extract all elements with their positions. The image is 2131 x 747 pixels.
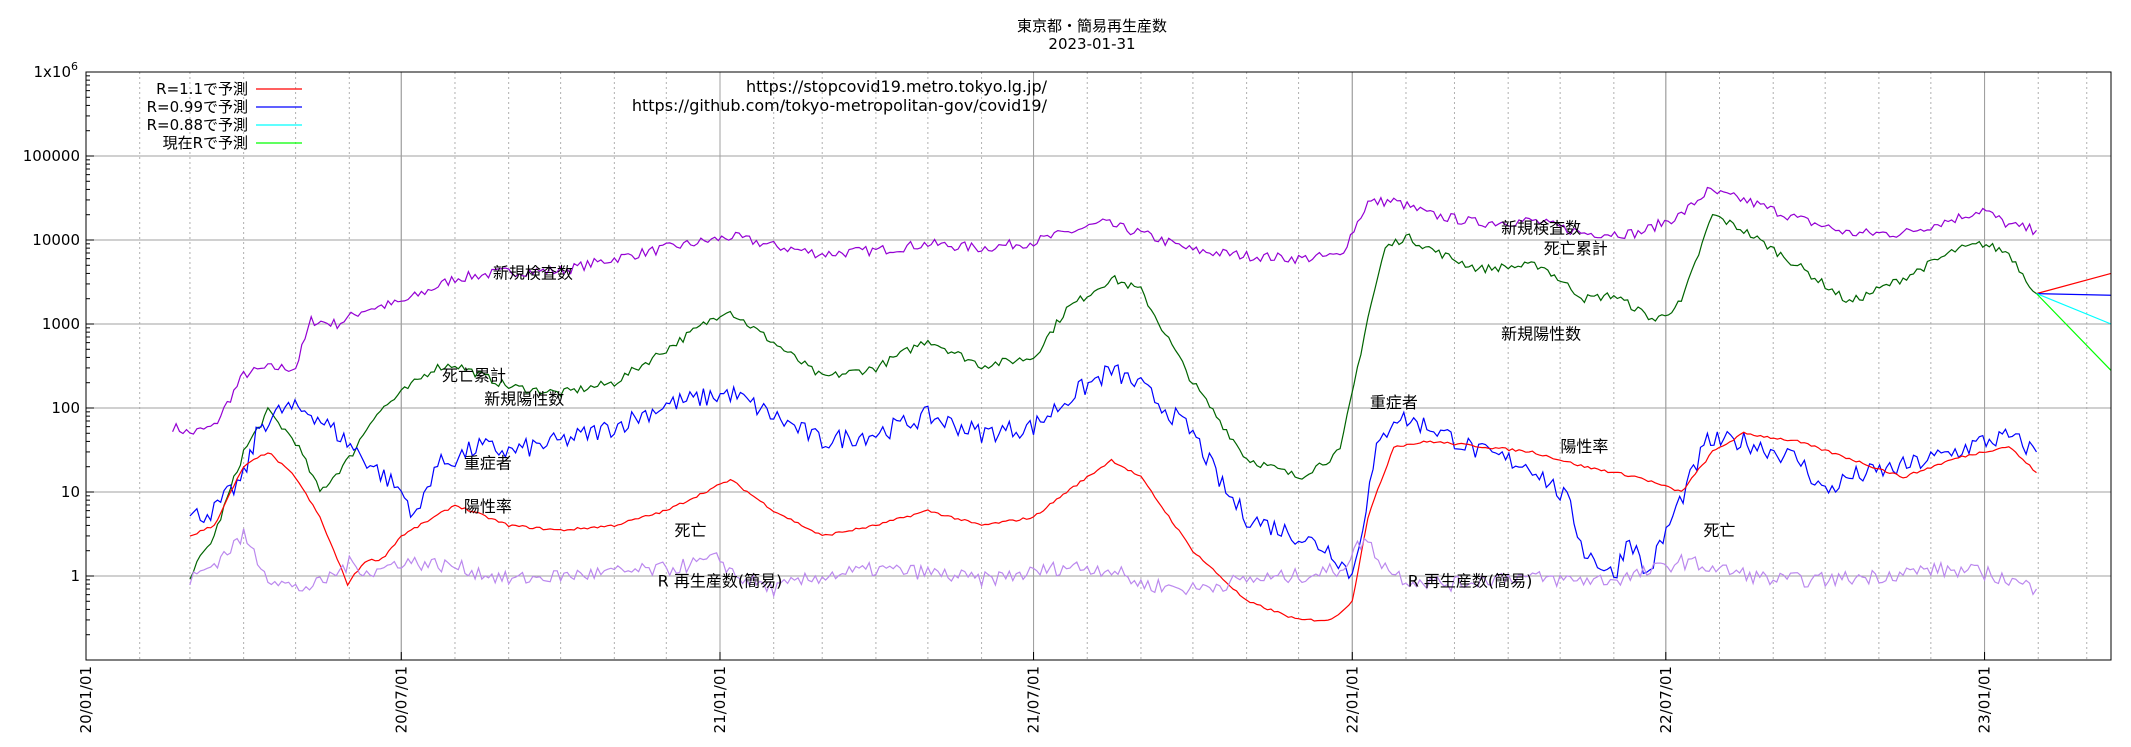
legend-label: R=1.1で予測	[156, 80, 248, 98]
series-line-tests	[172, 186, 2037, 435]
x-tick-label: 23/01/01	[1976, 666, 1994, 733]
series-label: 新規陽性数	[484, 390, 564, 409]
chart-subtitle: 2023-01-31	[1048, 35, 1135, 53]
series-label: 重症者	[464, 454, 512, 473]
x-tick-label: 21/07/01	[1025, 666, 1043, 733]
source-url: https://stopcovid19.metro.tokyo.lg.jp/	[746, 77, 1048, 96]
series-line-deaths_cum	[189, 213, 2037, 580]
series-label: 死亡	[675, 521, 707, 540]
chart-title: 東京都・簡易再生産数	[1017, 17, 1167, 35]
projection-line	[2036, 293, 2112, 371]
series-lines	[172, 186, 2038, 622]
series-label: 重症者	[1370, 393, 1418, 412]
series-label: 新規陽性数	[1501, 325, 1581, 344]
x-tick-label: 20/07/01	[392, 666, 410, 733]
y-tick-label: 1x106	[33, 60, 78, 81]
y-tick-label: 1000	[42, 315, 80, 333]
grid	[85, 72, 2111, 660]
x-tick-label: 22/07/01	[1657, 666, 1675, 733]
series-label: 死亡累計	[1544, 239, 1608, 258]
projection-line	[2036, 293, 2112, 296]
y-tick-label: 100	[51, 399, 80, 417]
source-urls: https://stopcovid19.metro.tokyo.lg.jp/ h…	[632, 77, 1048, 115]
y-tick-label: 1	[70, 567, 80, 585]
series-label: 陽性率	[1560, 437, 1608, 456]
legend-label: R=0.99で予測	[147, 98, 248, 116]
series-label: 陽性率	[464, 497, 512, 516]
legend-label: R=0.88で予測	[147, 116, 248, 134]
y-tick-label: 10	[61, 483, 80, 501]
axes: 1 10 100 1000 10000 100000 1x106 20/01/01 20/07/…	[23, 60, 2112, 733]
y-tick-label: 10000	[32, 231, 80, 249]
plot-frame	[85, 71, 2112, 661]
series-line-r_value	[189, 528, 2038, 599]
series-line-positivity	[189, 431, 2037, 622]
series-label: 死亡	[1704, 521, 1736, 540]
projection-line	[2036, 293, 2112, 325]
series-label: 死亡累計	[442, 366, 506, 385]
y-tick-label: 100000	[23, 147, 80, 165]
series-label: 新規検査数	[493, 263, 573, 282]
series-label: R 再生産数(簡易)	[1408, 571, 1533, 590]
projection-lines	[2036, 272, 2112, 371]
x-tick-label: 20/01/01	[77, 666, 95, 733]
legend-label: 現在Rで予測	[163, 134, 248, 152]
series-label: R 再生産数(簡易)	[658, 571, 783, 590]
x-tick-label: 22/01/01	[1343, 666, 1361, 733]
series-line-new_cases	[189, 364, 2038, 580]
x-tick-label: 21/01/01	[711, 666, 729, 733]
source-url: https://github.com/tokyo-metropolitan-go…	[632, 96, 1048, 115]
projection-line	[2036, 272, 2112, 295]
series-label: 新規検査数	[1501, 218, 1581, 237]
